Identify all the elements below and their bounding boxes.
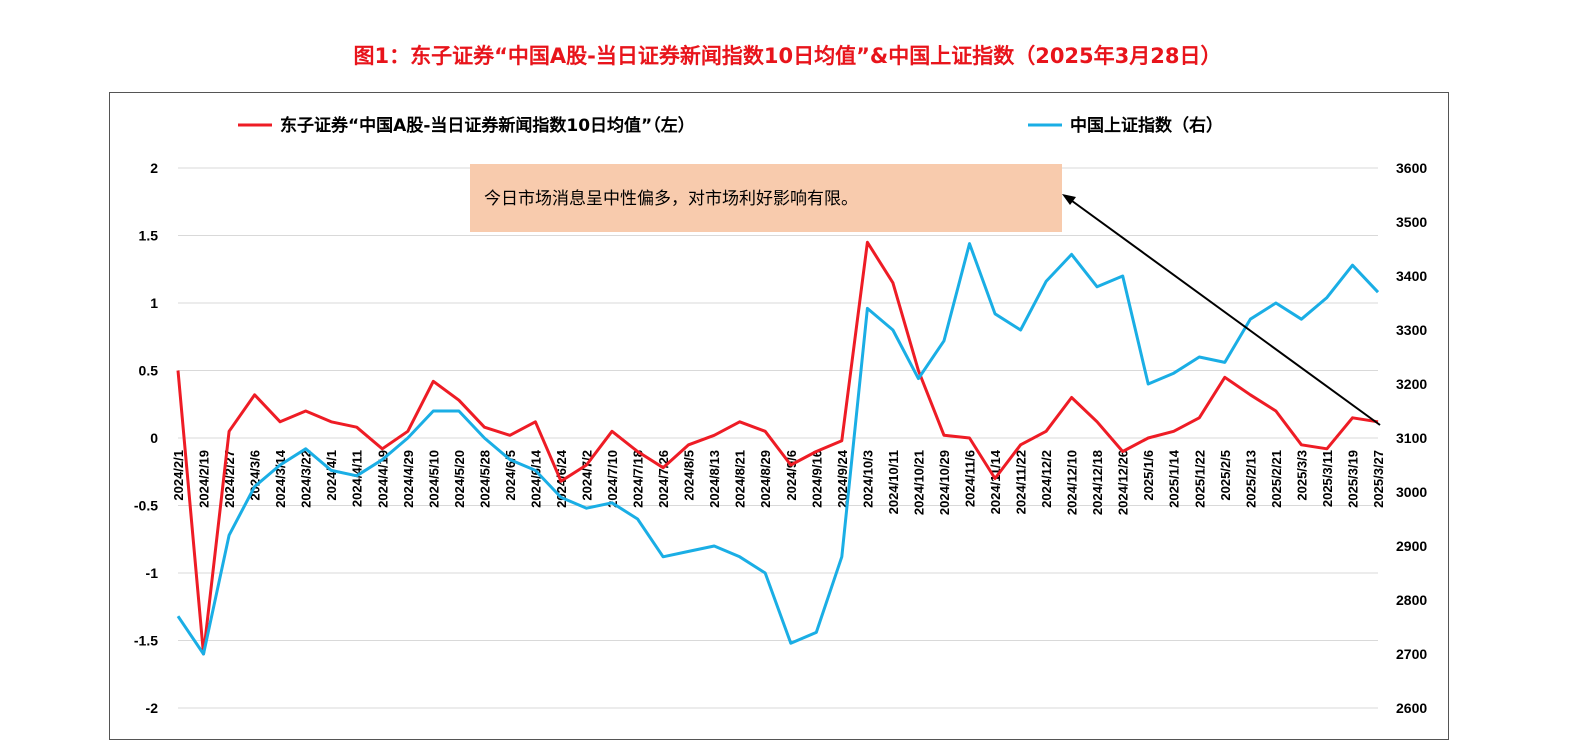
- left-tick-label: -1: [146, 565, 159, 581]
- right-axis: 3600 3500 3400 3300 3200 3100 3000 2900 2800 2700…: [1396, 160, 1427, 716]
- x-tick-label: 2024/12/26: [1116, 450, 1131, 515]
- right-tick-label: 2700: [1396, 646, 1427, 662]
- x-tick-label: 2024/3/14: [273, 449, 288, 508]
- x-tick-label: 2025/3/19: [1345, 450, 1360, 508]
- right-tick-label: 3400: [1396, 268, 1427, 284]
- annotation-arrowhead: [1062, 194, 1076, 205]
- x-tick-label: 2024/12/18: [1090, 450, 1105, 515]
- right-tick-label: 3200: [1396, 376, 1427, 392]
- x-tick-label: 2025/3/3: [1294, 450, 1309, 501]
- left-tick-label: -0.5: [134, 498, 158, 514]
- right-tick-label: 3300: [1396, 322, 1427, 338]
- x-tick-label: 2024/3/6: [248, 450, 263, 501]
- left-tick-label: 1: [150, 295, 158, 311]
- x-tick-label: 2024/4/1: [324, 450, 339, 501]
- x-tick-label: 2024/7/2: [580, 450, 595, 501]
- series-line-shanghai-index: [176, 242, 1380, 656]
- right-tick-label: 3100: [1396, 430, 1427, 446]
- x-tick-label: 2024/7/10: [605, 450, 620, 508]
- x-tick-label: 2024/3/22: [299, 450, 314, 508]
- legend: 东子证券“中国A股-当日证券新闻指数10日均值”（左） 中国上证指数（右）: [238, 115, 1223, 136]
- x-tick-label: 2024/10/3: [860, 450, 875, 508]
- right-tick-label: 2800: [1396, 592, 1427, 608]
- left-tick-label: -2: [146, 700, 159, 716]
- right-tick-label: 3600: [1396, 160, 1427, 176]
- right-tick-label: 3500: [1396, 214, 1427, 230]
- left-tick-label: 2: [150, 160, 158, 176]
- left-axis: 2 1.5 1 0.5 0 -0.5 -1 -1.5 -2: [134, 160, 158, 716]
- x-tick-label: 2024/11/6: [962, 450, 977, 507]
- left-tick-label: 0: [150, 430, 158, 446]
- x-tick-label: 2025/3/27: [1371, 450, 1386, 508]
- x-tick-label: 2024/6/14: [528, 449, 543, 508]
- x-tick-label: 2024/7/26: [656, 450, 671, 508]
- x-tick-label: 2025/2/5: [1218, 450, 1233, 501]
- x-tick-label: 2024/10/29: [937, 450, 952, 515]
- series-line-news-index: [176, 240, 1379, 656]
- x-tick-label: 2024/10/11: [886, 450, 901, 514]
- x-axis: 2024/2/1 2024/2/19 2024/2/27 2024/3/6 2024/3…: [171, 449, 1386, 515]
- annotation-box: [470, 164, 1062, 232]
- x-tick-label: 2025/2/13: [1243, 450, 1258, 508]
- x-tick-label: 2025/2/21: [1269, 450, 1284, 508]
- right-tick-label: 2600: [1396, 700, 1427, 716]
- x-tick-label: 2024/2/19: [197, 450, 212, 508]
- right-tick-label: 3000: [1396, 484, 1427, 500]
- x-tick-label: 2024/5/28: [477, 450, 492, 508]
- x-tick-label: 2024/8/29: [758, 450, 773, 508]
- left-tick-label: 1.5: [139, 228, 159, 244]
- x-tick-label: 2025/3/11: [1320, 450, 1335, 507]
- figure-title: 图1：东子证券“中国A股-当日证券新闻指数10日均值”&中国上证指数（2025年…: [353, 44, 1222, 68]
- x-tick-label: 2024/6/5: [503, 450, 518, 501]
- x-tick-label: 2024/5/10: [426, 450, 441, 508]
- x-tick-label: 2024/12/2: [1039, 450, 1054, 508]
- x-tick-label: 2024/8/13: [707, 450, 722, 508]
- x-tick-label: 2024/11/22: [1014, 450, 1029, 514]
- x-tick-label: 2024/5/20: [452, 450, 467, 508]
- x-tick-label: 2024/8/21: [733, 450, 748, 508]
- annotation-arrow: [1067, 197, 1381, 426]
- x-tick-label: 2024/7/18: [631, 450, 646, 508]
- x-tick-label: 2024/8/5: [682, 450, 697, 501]
- x-tick-label: 2024/9/24: [835, 449, 850, 508]
- x-tick-label: 2025/1/6: [1141, 450, 1156, 501]
- legend-label-right-series: 中国上证指数（右）: [1070, 115, 1223, 136]
- x-tick-label: 2024/2/1: [171, 450, 186, 501]
- annotation: 今日市场消息呈中性偏多，对市场利好影响有限。: [470, 164, 1381, 426]
- x-tick-label: 2024/4/29: [401, 450, 416, 508]
- x-tick-label: 2024/4/11: [350, 450, 365, 507]
- gridlines: [178, 167, 1378, 709]
- x-tick-label: 2024/9/16: [809, 450, 824, 508]
- annotation-text: 今日市场消息呈中性偏多，对市场利好影响有限。: [484, 189, 858, 209]
- x-tick-label: 2024/4/19: [375, 450, 390, 508]
- x-tick-label: 2024/11/14: [988, 449, 1003, 514]
- right-tick-label: 2900: [1396, 538, 1427, 554]
- legend-label-left-series: 东子证券“中国A股-当日证券新闻指数10日均值”（左）: [280, 115, 695, 136]
- chart-frame: [109, 92, 1449, 740]
- left-tick-label: 0.5: [139, 363, 159, 379]
- x-tick-label: 2025/1/22: [1192, 450, 1207, 508]
- x-tick-label: 2024/12/10: [1065, 450, 1080, 515]
- x-tick-label: 2024/10/21: [911, 450, 926, 515]
- x-tick-label: 2025/1/14: [1167, 449, 1182, 508]
- left-tick-label: -1.5: [134, 633, 158, 649]
- series-layer: [176, 240, 1380, 656]
